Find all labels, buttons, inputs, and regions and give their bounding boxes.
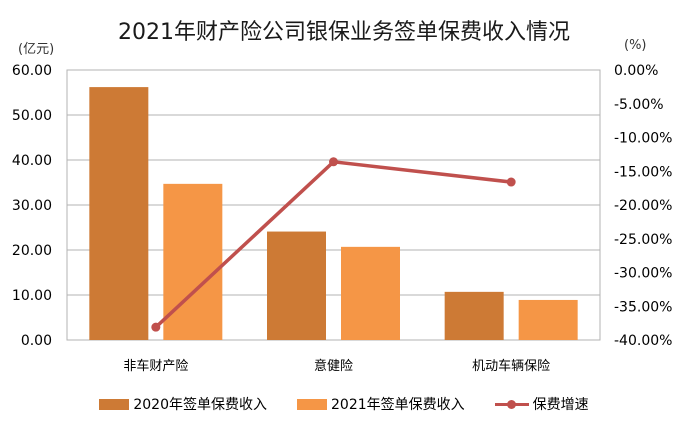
right-axis-tick: -5.00%: [614, 97, 664, 113]
legend-item-2020: 2020年签单保费收入: [99, 394, 267, 414]
growth-point: [329, 157, 338, 167]
bar: [518, 299, 578, 340]
right-axis-tick: -20.00%: [614, 198, 672, 214]
right-axis-tick: -30.00%: [614, 266, 672, 282]
right-axis-tick: -15.00%: [614, 164, 672, 180]
left-axis-tick: 20.00: [12, 243, 52, 259]
left-axis-unit: (亿元): [18, 42, 55, 57]
category-label: 意健险: [314, 358, 353, 374]
legend-item-growth: 保费增速: [494, 394, 589, 414]
right-axis-tick: -40.00%: [614, 333, 672, 349]
right-axis-unit: (%): [624, 38, 647, 53]
left-axis-tick: 60.00: [12, 63, 52, 79]
legend-line-marker-icon: [494, 398, 529, 410]
legend-label-2021: 2021年签单保费收入: [331, 397, 465, 413]
growth-point: [506, 177, 516, 187]
right-axis-tick: -25.00%: [614, 232, 672, 248]
bar: [89, 87, 149, 340]
bar: [341, 246, 400, 340]
left-axis-tick: 0.00: [21, 333, 52, 349]
bar: [267, 231, 326, 340]
bar: [444, 291, 504, 340]
chart-title: 2021年财产险公司银保业务签单保费收入情况: [118, 20, 570, 45]
left-axis-tick: 40.00: [12, 153, 52, 169]
left-axis-tick: 50.00: [12, 108, 52, 124]
left-axis-tick: 10.00: [12, 288, 52, 304]
category-label: 机动车辆保险: [472, 358, 550, 374]
legend-item-2021: 2021年签单保费收入: [297, 394, 465, 414]
legend-swatch-2021: [297, 398, 327, 410]
right-axis-tick: -35.00%: [614, 299, 672, 315]
left-axis-tick: 30.00: [12, 198, 52, 214]
legend-label-growth: 保费增速: [532, 397, 589, 413]
legend: 2020年签单保费收入 2021年签单保费收入 保费增速: [0, 394, 688, 414]
right-axis-tick: -10.00%: [614, 131, 672, 147]
category-label: 非车财产险: [123, 358, 188, 374]
bar: [163, 183, 223, 340]
growth-point: [151, 322, 161, 332]
legend-swatch-2020: [99, 398, 130, 410]
right-axis-tick: 0.00%: [614, 63, 658, 79]
legend-label-2020: 2020年签单保费收入: [133, 397, 267, 413]
plot-border: [66, 69, 601, 341]
